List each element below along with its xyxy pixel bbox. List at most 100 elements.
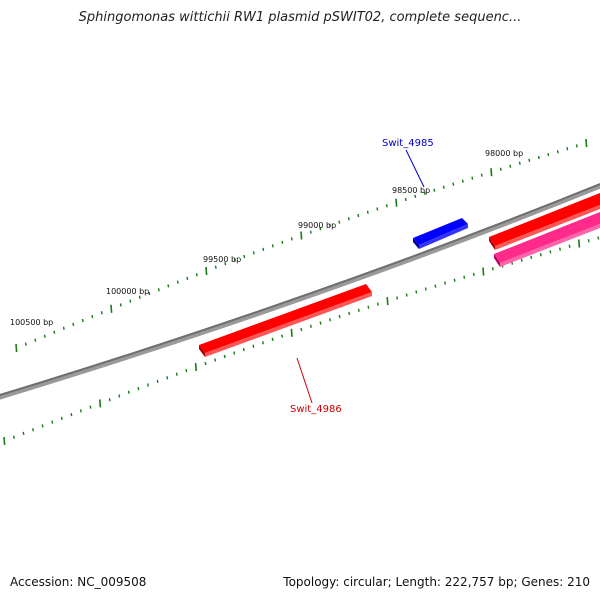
- minor-tick: [461, 179, 464, 183]
- minor-tick: [281, 334, 284, 338]
- minor-tick: [233, 351, 236, 355]
- minor-tick: [566, 147, 569, 151]
- minor-tick: [520, 258, 523, 262]
- minor-tick: [290, 237, 293, 241]
- minor-tick: [91, 314, 94, 319]
- minor-tick: [587, 239, 590, 243]
- minor-tick: [366, 210, 369, 214]
- minor-tick: [89, 405, 92, 409]
- minor-tick: [147, 383, 149, 387]
- minor-tick: [243, 254, 246, 259]
- minor-tick: [242, 347, 245, 352]
- tick-label: 99500 bp: [203, 255, 241, 264]
- minor-tick: [549, 250, 552, 254]
- minor-tick: [214, 265, 217, 269]
- minor-tick: [271, 337, 274, 342]
- minor-tick: [328, 223, 331, 228]
- minor-tick: [597, 236, 600, 240]
- page-title: Sphingomonas wittichii RW1 plasmid pSWIT…: [78, 10, 522, 25]
- minor-tick: [51, 420, 54, 424]
- minor-tick: [262, 341, 264, 345]
- minor-tick: [348, 311, 351, 316]
- minor-tick: [338, 314, 341, 319]
- minor-tick: [442, 185, 445, 189]
- minor-tick: [423, 191, 426, 195]
- minor-tick: [424, 287, 427, 291]
- minor-tick: [433, 188, 436, 192]
- minor-tick: [34, 338, 37, 342]
- minor-tick: [148, 291, 151, 296]
- minor-tick: [176, 280, 179, 284]
- minor-tick: [452, 182, 455, 186]
- major-tick: [3, 436, 6, 446]
- minor-tick: [480, 173, 483, 177]
- minor-tick: [223, 354, 226, 359]
- minor-tick: [12, 435, 15, 439]
- minor-tick: [319, 227, 322, 231]
- minor-tick: [518, 161, 521, 165]
- minor-tick: [329, 318, 331, 322]
- minor-tick: [137, 386, 140, 391]
- minor-tick: [167, 284, 170, 288]
- minor-tick: [233, 258, 236, 262]
- gene-label-swit-4985[interactable]: Swit_4985: [382, 138, 434, 149]
- tick-label: 98000 bp: [485, 149, 523, 158]
- major-tick: [110, 304, 113, 313]
- minor-tick: [127, 390, 130, 394]
- minor-tick: [367, 305, 370, 309]
- minor-tick: [319, 321, 322, 325]
- major-tick: [386, 297, 389, 306]
- minor-tick: [43, 334, 46, 338]
- minor-tick: [224, 262, 227, 266]
- gene-swit-4985[interactable]: [413, 218, 468, 249]
- major-tick: [205, 266, 208, 276]
- minor-tick: [575, 144, 578, 148]
- minor-tick: [79, 409, 82, 413]
- minor-tick: [559, 247, 561, 251]
- minor-tick: [108, 398, 111, 402]
- minor-tick: [472, 272, 475, 277]
- minor-tick: [185, 368, 188, 373]
- gene-swit-4986[interactable]: [199, 284, 372, 357]
- minor-tick: [471, 176, 474, 180]
- gene-partial-reverse[interactable]: [494, 212, 600, 267]
- minor-tick: [262, 247, 265, 252]
- minor-tick: [376, 302, 379, 306]
- minor-tick: [175, 372, 178, 376]
- gene-partial-forward[interactable]: [489, 193, 600, 250]
- minor-tick: [156, 379, 159, 384]
- minor-tick: [166, 376, 169, 380]
- minor-tick: [547, 152, 550, 157]
- gene-label-swit-4986[interactable]: Swit_4986: [290, 404, 342, 415]
- sequence-backbone: [0, 183, 600, 400]
- major-tick: [300, 231, 303, 240]
- major-tick: [290, 328, 293, 337]
- minor-tick: [404, 197, 407, 202]
- major-tick: [585, 138, 588, 148]
- minor-tick: [24, 342, 27, 346]
- minor-tick: [556, 150, 559, 154]
- minor-tick: [100, 311, 103, 315]
- accession-text: Accession: NC_009508: [10, 575, 147, 589]
- minor-tick: [528, 158, 531, 163]
- minor-tick: [347, 217, 350, 221]
- minor-tick: [300, 327, 303, 332]
- major-tick: [194, 362, 197, 372]
- minor-tick: [309, 324, 312, 328]
- sequence-stats-text: Topology: circular; Length: 222,757 bp; …: [283, 575, 590, 589]
- minor-tick: [434, 284, 437, 288]
- minor-tick: [252, 344, 255, 348]
- major-tick: [15, 343, 18, 353]
- major-tick: [482, 267, 485, 276]
- minor-tick: [338, 220, 341, 224]
- minor-tick: [568, 244, 571, 248]
- tick-label: 98500 bp: [392, 186, 430, 195]
- minor-tick: [214, 358, 217, 362]
- minor-tick: [252, 251, 255, 255]
- minor-tick: [453, 278, 456, 282]
- minor-tick: [509, 164, 512, 168]
- tick-label: 100000 bp: [106, 287, 149, 296]
- minor-tick: [53, 330, 56, 334]
